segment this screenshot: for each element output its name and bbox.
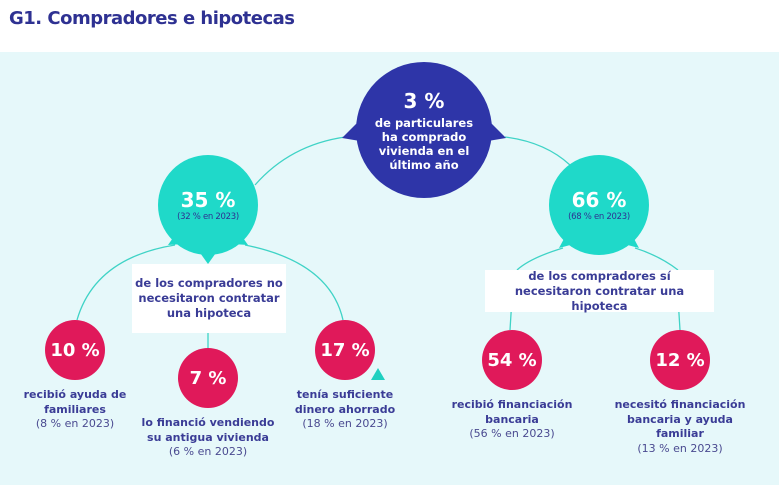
label-family-help: recibió ayuda de familiares (8 % en 2023… <box>0 388 155 432</box>
connector-left-10 <box>76 244 176 321</box>
top-stat-label: de particulares ha comprado vivienda en … <box>374 115 474 172</box>
label-prev: (13 % en 2023) <box>637 441 723 455</box>
label-prev: (18 % en 2023) <box>302 417 388 430</box>
mortgage-prev: (68 % en 2023) <box>568 212 630 222</box>
stat-bubble-savings: 17 % <box>315 320 375 380</box>
connector-top-left <box>254 136 346 186</box>
stat-bubble-bank-family: 12 % <box>650 330 710 390</box>
label-prev: (56 % en 2023) <box>469 427 555 440</box>
connector-left-17 <box>244 244 344 321</box>
stat-bubble-family-help: 10 % <box>45 320 105 380</box>
label-savings: tenía suficiente dinero ahorrado (18 % e… <box>265 388 425 432</box>
stat-bubble-sold-home: 7 % <box>178 348 238 408</box>
page-title: G1. Compradores e hipotecas <box>9 8 295 29</box>
label-text: recibió financiación bancaria <box>451 398 573 426</box>
mortgage-label-box: de los compradores sí necesitaron contra… <box>485 268 714 313</box>
mortgage-value: 66 % <box>571 188 627 212</box>
label-bank: recibió financiación bancaria (56 % en 2… <box>432 398 592 442</box>
label-text: lo financió vendiendo su antigua viviend… <box>141 416 275 444</box>
no-mortgage-prev: (32 % en 2023) <box>177 212 239 222</box>
mortgage-label: de los compradores sí necesitaron contra… <box>514 268 685 313</box>
label-sold-home: lo financió vendiendo su antigua viviend… <box>128 416 288 460</box>
label-text: tenía suficiente dinero ahorrado <box>294 388 396 416</box>
connector-top-right <box>504 136 571 166</box>
top-stat-value: 3 % <box>403 88 445 113</box>
no-mortgage-label: de los compradores no necesitaron contra… <box>135 276 283 320</box>
label-bank-family: necesitó financiación bancaria y ayuda f… <box>600 398 760 456</box>
stat-bubble-bank: 54 % <box>482 330 542 390</box>
no-mortgage-bubble: 35 % (32 % en 2023) <box>158 155 258 255</box>
no-mortgage-value: 35 % <box>180 188 236 212</box>
label-prev: (8 % en 2023) <box>35 417 115 430</box>
label-prev: (6 % en 2023) <box>168 445 248 458</box>
mortgage-bubble: 66 % (68 % en 2023) <box>549 155 649 255</box>
label-text: recibió ayuda de familiares <box>23 388 127 416</box>
triangle-up-icon <box>371 368 385 380</box>
label-text: necesitó financiación bancaria y ayuda f… <box>614 398 746 440</box>
top-stat-bubble: 3 % de particulares ha comprado vivienda… <box>356 62 492 198</box>
no-mortgage-label-box: de los compradores no necesitaron contra… <box>132 264 286 333</box>
